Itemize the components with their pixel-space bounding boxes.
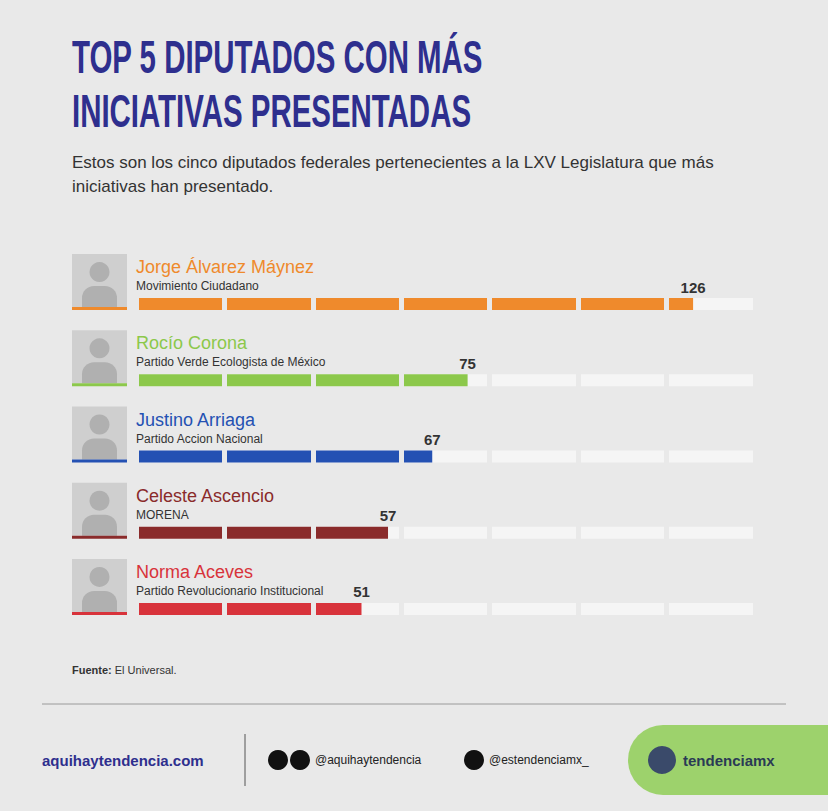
svg-text:Justino Arriaga: Justino Arriaga <box>136 410 256 430</box>
svg-text:Norma Aceves: Norma Aceves <box>136 562 253 582</box>
svg-text:75: 75 <box>459 355 476 372</box>
svg-text:126: 126 <box>681 279 706 296</box>
svg-text:aquihaytendencia.com: aquihaytendencia.com <box>42 752 204 769</box>
svg-text:tendenciamx: tendenciamx <box>683 752 775 769</box>
svg-text:INICIATIVAS PRESENTADAS: INICIATIVAS PRESENTADAS <box>72 85 471 136</box>
svg-text:51: 51 <box>353 583 370 600</box>
svg-text:@aquihaytendencia: @aquihaytendencia <box>315 753 422 767</box>
svg-text:67: 67 <box>424 431 441 448</box>
svg-text:Partido Revolucionario Institu: Partido Revolucionario Institucional <box>136 584 323 598</box>
svg-text:Partido Accion Nacional: Partido Accion Nacional <box>136 432 263 446</box>
svg-text:iniciativas han presentado.: iniciativas han presentado. <box>72 177 273 196</box>
svg-text:Celeste Ascencio: Celeste Ascencio <box>136 486 274 506</box>
svg-text:MORENA: MORENA <box>136 508 189 522</box>
svg-text:El Universal.: El Universal. <box>112 664 177 676</box>
svg-text:Rocío Corona: Rocío Corona <box>136 333 248 353</box>
svg-text:Movimiento Ciudadano: Movimiento Ciudadano <box>136 279 259 293</box>
svg-text:TOP 5 DIPUTADOS CON MÁS: TOP 5 DIPUTADOS CON MÁS <box>72 31 482 82</box>
svg-text:@estendenciamx_: @estendenciamx_ <box>489 753 589 767</box>
svg-text:Fuente:: Fuente: <box>72 664 112 676</box>
svg-text:Partido Verde Ecologista de Mé: Partido Verde Ecologista de México <box>136 355 326 369</box>
svg-text:57: 57 <box>380 507 397 524</box>
svg-text:Jorge Álvarez Máynez: Jorge Álvarez Máynez <box>136 257 314 277</box>
svg-text:Estos son los cinco diputados: Estos son los cinco diputados federales … <box>72 153 718 172</box>
